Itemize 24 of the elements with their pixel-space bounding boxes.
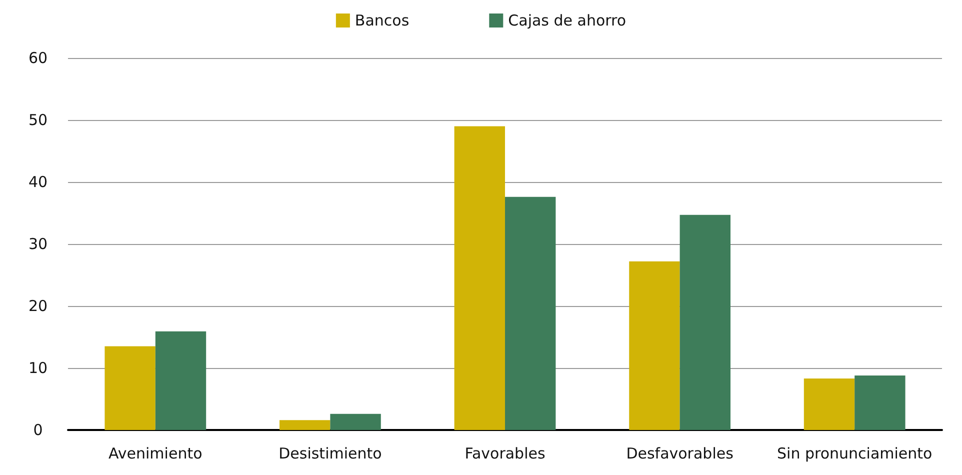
y-tick-label: 40 <box>28 173 48 191</box>
bar <box>280 420 330 430</box>
y-tick-label: 30 <box>28 235 48 253</box>
x-tick-label: Sin pronunciamiento <box>777 444 932 462</box>
bar <box>155 331 206 430</box>
y-tick-label: 60 <box>28 49 48 67</box>
bar <box>330 414 381 430</box>
y-tick-label: 0 <box>33 421 43 439</box>
bar <box>629 261 680 430</box>
bar <box>680 214 730 430</box>
bar <box>854 375 906 430</box>
x-tick-label: Avenimiento <box>108 444 202 462</box>
y-tick-label: 20 <box>28 297 48 315</box>
x-tick-label: Favorables <box>464 444 546 462</box>
y-tick-label: 50 <box>28 111 48 129</box>
y-tick-label: 10 <box>28 359 48 377</box>
bar <box>454 126 505 430</box>
bar <box>505 196 556 430</box>
bar <box>104 346 156 430</box>
bar <box>804 378 855 430</box>
x-tick-label: Desfavorables <box>626 444 734 462</box>
legend-label: Cajas de ahorro <box>508 12 626 30</box>
x-tick-label: Desistimiento <box>278 444 382 462</box>
legend-label: Bancos <box>354 12 410 30</box>
